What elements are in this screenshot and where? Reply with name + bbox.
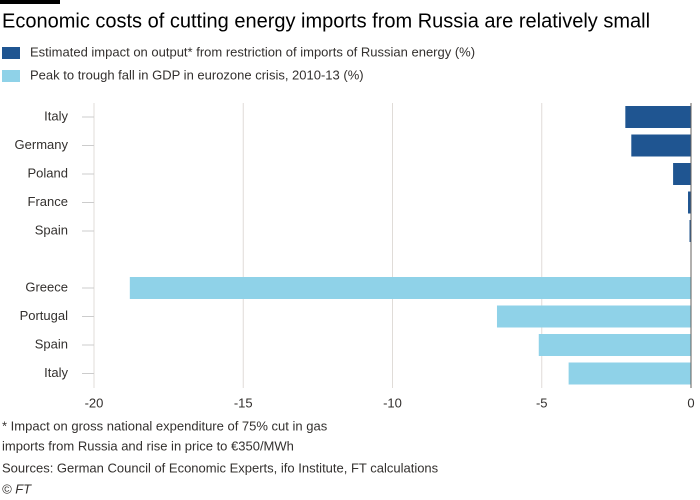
bar — [631, 134, 691, 157]
bar — [688, 191, 691, 214]
x-tick-label: -5 — [536, 395, 548, 410]
x-tick-label: -15 — [234, 395, 253, 410]
bar — [568, 362, 691, 385]
bar — [496, 305, 691, 328]
y-tick-label: Germany — [15, 137, 69, 152]
source: Sources: German Council of Economic Expe… — [2, 460, 439, 475]
x-tick-label: -10 — [383, 395, 402, 410]
bar — [538, 334, 691, 356]
y-tick-label: Spain — [35, 222, 68, 237]
credit: © FT — [2, 481, 32, 496]
y-tick-label: Portugal — [20, 308, 69, 323]
footnote: * Impact on gross national expenditure o… — [2, 418, 328, 433]
bar — [625, 106, 691, 128]
legend-swatch — [2, 70, 20, 82]
y-tick-label: Italy — [44, 365, 68, 380]
x-tick-label: -20 — [85, 395, 104, 410]
y-tick-label: Greece — [25, 279, 68, 294]
legend-label: Peak to trough fall in GDP in eurozone c… — [30, 67, 364, 82]
bar — [689, 220, 691, 242]
legend-label: Estimated impact on output* from restric… — [30, 44, 475, 59]
bar — [673, 163, 691, 185]
y-tick-label: Italy — [44, 108, 68, 123]
title-rule — [0, 0, 60, 4]
bar — [129, 277, 691, 299]
y-tick-label: Spain — [35, 336, 68, 351]
legend-swatch — [2, 47, 20, 59]
y-tick-label: Poland — [28, 165, 68, 180]
footnote: imports from Russia and rise in price to… — [2, 438, 294, 453]
x-tick-label: 0 — [687, 395, 694, 410]
y-tick-label: France — [28, 194, 68, 209]
chart-title: Economic costs of cutting energy imports… — [2, 10, 650, 32]
